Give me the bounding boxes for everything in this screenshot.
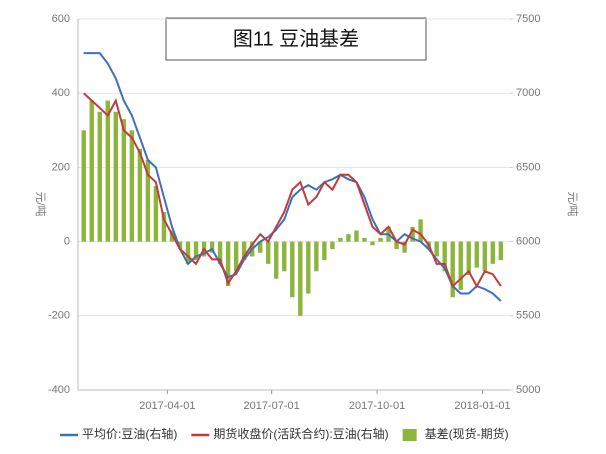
legend-label: 平均价:豆油(右轴)	[82, 426, 177, 441]
bar	[89, 100, 94, 242]
bar	[177, 241, 183, 250]
bar	[410, 226, 415, 242]
bar	[498, 241, 504, 261]
y2-axis-label: 元/吨	[566, 191, 579, 216]
bar	[290, 241, 295, 298]
bar	[402, 241, 407, 253]
bar	[322, 241, 327, 261]
y2-tick-label: 7500	[516, 13, 540, 25]
bar	[362, 237, 367, 242]
bar	[225, 241, 231, 287]
y-tick-label: 0	[64, 236, 70, 248]
bar	[474, 241, 479, 268]
bar	[185, 241, 191, 264]
y2-tick-label: 5500	[516, 310, 540, 322]
bar	[145, 159, 151, 242]
bar	[450, 241, 455, 298]
bar	[266, 241, 271, 264]
y-tick-label: -200	[48, 310, 70, 322]
bar	[442, 241, 447, 272]
y2-tick-label: 6000	[516, 236, 540, 248]
bar	[346, 234, 351, 242]
x-tick-label: 2017-04-01	[139, 400, 195, 412]
bar	[161, 211, 167, 242]
bar	[233, 241, 239, 272]
bar	[298, 241, 303, 316]
bar	[105, 100, 110, 242]
bar	[153, 185, 159, 242]
bar	[97, 111, 102, 242]
bar	[338, 237, 343, 242]
y2-tick-label: 5000	[516, 384, 540, 396]
y-tick-label: -400	[48, 384, 70, 396]
bar	[282, 241, 287, 272]
bar	[466, 241, 471, 275]
y-tick-label: 200	[52, 161, 70, 173]
legend-label: 基差(现货-期货)	[425, 426, 509, 441]
y2-tick-label: 6500	[516, 161, 540, 173]
bar	[209, 241, 215, 253]
line	[83, 92, 502, 289]
bar	[370, 241, 375, 246]
y-tick-label: 600	[52, 13, 70, 25]
bar	[434, 241, 439, 257]
bar	[490, 241, 496, 264]
bar	[418, 219, 423, 242]
legend-swatch	[402, 429, 417, 441]
bar	[257, 241, 263, 253]
bar	[330, 241, 335, 250]
x-tick-label: 2017-07-01	[244, 400, 300, 412]
bar	[354, 230, 359, 242]
bar	[482, 241, 487, 272]
bar	[458, 241, 463, 290]
bar	[314, 241, 319, 272]
x-tick-label: 2018-01-01	[454, 400, 510, 412]
bar	[137, 148, 143, 242]
bar	[241, 241, 247, 261]
x-tick-label: 2017-10-01	[349, 400, 405, 412]
bar	[193, 241, 199, 261]
bar	[378, 237, 383, 242]
title-box	[165, 17, 427, 61]
bar	[113, 111, 119, 242]
y-axis-label: 元/吨	[34, 191, 47, 216]
y2-tick-label: 7000	[516, 87, 540, 99]
bar	[274, 241, 279, 279]
chart-title: 图11 豆油基差	[233, 27, 359, 50]
bar	[121, 119, 127, 242]
bar	[81, 130, 86, 242]
bar	[306, 241, 311, 294]
y-tick-label: 400	[52, 87, 70, 99]
bar	[129, 130, 135, 242]
bar	[217, 241, 223, 264]
legend-label: 期货收盘价(活跃合约):豆油(右轴)	[213, 426, 388, 441]
bar	[394, 241, 399, 250]
